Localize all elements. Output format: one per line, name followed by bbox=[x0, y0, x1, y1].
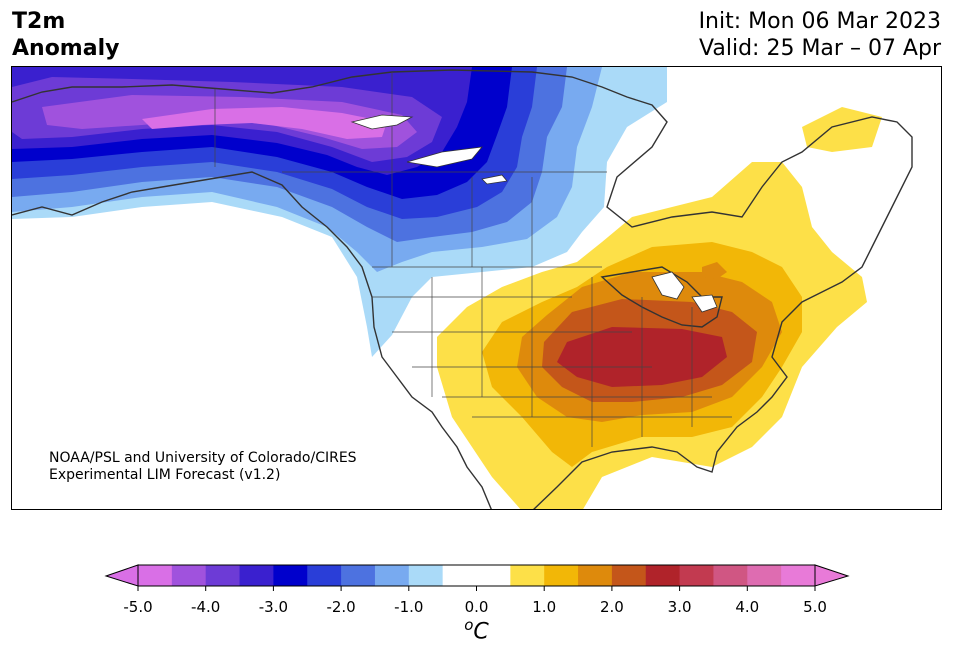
colorbar-cell bbox=[239, 565, 274, 586]
colorbar-cell bbox=[544, 565, 579, 586]
colorbar-cell bbox=[273, 565, 308, 586]
colorbar-under-extension bbox=[104, 564, 139, 587]
colorbar-ticks: -5.0 -4.0 -3.0 -2.0 -1.0 0.0 1.0 2.0 3.0 4.0 5.0 bbox=[123, 586, 827, 616]
title-line-2: Anomaly bbox=[12, 36, 120, 61]
anomaly-region-warm-local bbox=[702, 262, 727, 279]
unit-degree: o bbox=[464, 616, 474, 634]
colorbar-cell bbox=[578, 565, 613, 586]
colorbar-cell bbox=[374, 565, 410, 586]
colorbar-cell bbox=[408, 565, 444, 586]
credit-text: NOAA/PSL and University of Colorado/CIRE… bbox=[49, 450, 357, 484]
colorbar-cell bbox=[205, 565, 241, 586]
unit-main: C bbox=[473, 619, 489, 645]
colorbar-cells bbox=[138, 565, 816, 586]
colorbar-tick-label: -1.0 bbox=[394, 598, 423, 616]
colorbar-tick-label: 1.0 bbox=[532, 598, 556, 616]
credit-line-2: Experimental LIM Forecast (v1.2) bbox=[49, 467, 281, 483]
colorbar-cell bbox=[747, 565, 782, 586]
colorbar-cell bbox=[781, 565, 816, 586]
colorbar-tick-label: 4.0 bbox=[735, 598, 759, 616]
colorbar-over-extension bbox=[814, 564, 850, 587]
colorbar-cell bbox=[171, 565, 207, 586]
colorbar-cell bbox=[645, 565, 681, 586]
valid-period: Valid: 25 Mar – 07 Apr bbox=[699, 36, 941, 61]
political-borders bbox=[214, 72, 732, 447]
anomaly-region-cold-4 bbox=[42, 95, 417, 149]
lakes bbox=[350, 114, 718, 313]
colorbar-cell bbox=[679, 565, 714, 586]
map-svg bbox=[12, 67, 913, 509]
forecast-dates: Init: Mon 06 Mar 2023 Valid: 25 Mar – 07… bbox=[699, 8, 941, 62]
anomaly-region-warm-05-ne bbox=[802, 107, 882, 152]
anomaly-map bbox=[11, 66, 942, 510]
map-title: T2m Anomaly bbox=[12, 8, 119, 62]
credit-line-1: NOAA/PSL and University of Colorado/CIRE… bbox=[49, 450, 357, 466]
colorbar-unit-label: oC bbox=[0, 616, 953, 644]
colorbar-cell bbox=[713, 565, 748, 586]
colorbar-tick-label: 2.0 bbox=[600, 598, 624, 616]
colorbar-cell bbox=[510, 565, 545, 586]
colorbar-tick-label: -5.0 bbox=[123, 598, 152, 616]
colorbar-cell bbox=[138, 565, 173, 586]
colorbar-cell bbox=[442, 565, 477, 586]
anomaly-region-cold-5 bbox=[142, 107, 387, 139]
colorbar-cell bbox=[341, 565, 376, 586]
colorbar-tick-label: -3.0 bbox=[259, 598, 288, 616]
colorbar-tick-label: 5.0 bbox=[803, 598, 827, 616]
colorbar-cell bbox=[307, 565, 342, 586]
colorbar-tick-label: -2.0 bbox=[326, 598, 355, 616]
colorbar-tick-label: 0.0 bbox=[465, 598, 489, 616]
colorbar-tick-label: 3.0 bbox=[668, 598, 692, 616]
init-date: Init: Mon 06 Mar 2023 bbox=[698, 9, 941, 34]
colorbar-cell bbox=[476, 565, 511, 586]
colorbar-tick-label: -4.0 bbox=[191, 598, 220, 616]
colorbar-cell bbox=[611, 565, 647, 586]
title-line-1: T2m bbox=[12, 9, 66, 34]
